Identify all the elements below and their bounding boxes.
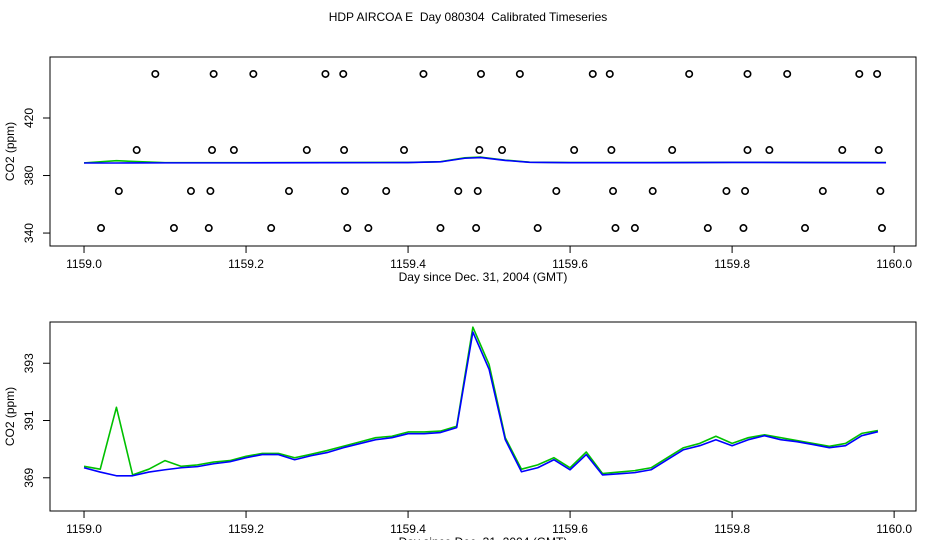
y-tick-label: 393 [22, 353, 36, 373]
data-point [454, 187, 463, 196]
data-point [605, 69, 614, 78]
x-axis-title: Day since Dec. 31, 2004 (GMT) [399, 270, 568, 284]
x-tick-label: 1159.2 [228, 257, 264, 271]
x-tick-label: 1159.2 [228, 522, 264, 536]
y-tick-label: 369 [22, 467, 36, 487]
data-point [364, 224, 373, 233]
data-point [473, 187, 482, 196]
data-point [743, 146, 752, 155]
y-axis-title: CO2 (ppm) [3, 122, 17, 181]
data-point [169, 224, 178, 233]
data-point [436, 224, 445, 233]
data-point [97, 224, 106, 233]
data-point [743, 69, 752, 78]
data-line [83, 326, 879, 476]
y-tick-label: 340 [22, 223, 36, 243]
data-point [151, 69, 160, 78]
data-point [741, 187, 750, 196]
data-point [267, 224, 276, 233]
data-point [765, 146, 774, 155]
data-point [229, 146, 238, 155]
data-point [209, 69, 218, 78]
data-point [855, 69, 864, 78]
x-tick-label: 1159.8 [714, 522, 750, 536]
data-point [570, 146, 579, 155]
figure-title: HDP AIRCOA E Day 080304 Calibrated Times… [329, 10, 608, 24]
data-point [419, 69, 428, 78]
data-point [284, 187, 293, 196]
data-line [84, 156, 887, 164]
data-point [343, 224, 352, 233]
data-point [208, 146, 217, 155]
data-point [668, 146, 677, 155]
data-point [321, 69, 330, 78]
data-point [114, 187, 123, 196]
y-tick-label: 380 [22, 165, 36, 185]
data-point [206, 187, 215, 196]
x-axis-title: Day since Dec. 31, 2004 (GMT) [399, 535, 568, 540]
data-point [838, 146, 847, 155]
x-tick-label: 1159.8 [714, 257, 750, 271]
data-point [876, 187, 885, 196]
data-point [873, 69, 882, 78]
data-point [739, 224, 748, 233]
x-tick-label: 1160.0 [876, 522, 912, 536]
y-tick-label: 391 [22, 410, 36, 430]
data-point [607, 146, 616, 155]
x-tick-label: 1159.0 [66, 257, 102, 271]
data-point [609, 187, 618, 196]
x-tick-label: 1159.4 [390, 257, 426, 271]
data-point [400, 146, 409, 155]
data-point [874, 146, 883, 155]
data-point [703, 224, 712, 233]
data-point [648, 187, 657, 196]
data-point [302, 146, 311, 155]
data-point [515, 69, 524, 78]
y-axis-title: CO2 (ppm) [3, 387, 17, 446]
data-point [498, 146, 507, 155]
data-point [340, 187, 349, 196]
data-point [611, 224, 620, 233]
plot-frame [49, 321, 917, 512]
data-point [630, 224, 639, 233]
data-point [818, 187, 827, 196]
x-tick-label: 1160.0 [876, 257, 912, 271]
y-tick-label: 420 [22, 108, 36, 128]
data-point [801, 224, 810, 233]
data-point [132, 146, 141, 155]
data-point [722, 187, 731, 196]
data-point [588, 69, 597, 78]
x-tick-label: 1159.0 [66, 522, 102, 536]
plot-frame [49, 56, 917, 247]
data-point [533, 224, 542, 233]
data-point [877, 224, 886, 233]
data-point [552, 187, 561, 196]
data-point [476, 69, 485, 78]
data-point [340, 146, 349, 155]
data-point [204, 224, 213, 233]
data-point [475, 146, 484, 155]
data-point [339, 69, 348, 78]
data-point [472, 224, 481, 233]
x-tick-label: 1159.4 [390, 522, 426, 536]
data-point [382, 187, 391, 196]
data-point [186, 187, 195, 196]
x-tick-label: 1159.6 [552, 522, 588, 536]
data-point [249, 69, 258, 78]
data-line [83, 331, 879, 477]
data-point [685, 69, 694, 78]
x-tick-label: 1159.6 [552, 257, 588, 271]
data-point [783, 69, 792, 78]
